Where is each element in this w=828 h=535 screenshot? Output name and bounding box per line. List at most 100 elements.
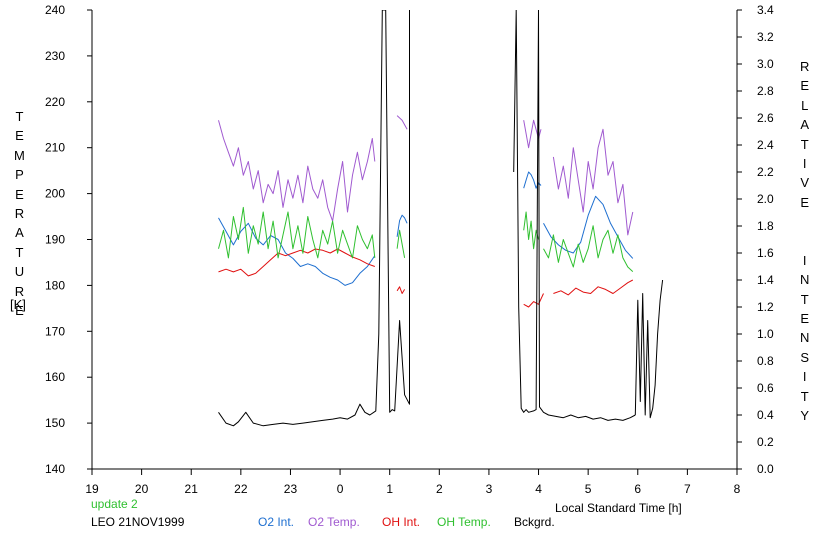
axis-label-letter: R: [800, 59, 810, 74]
axis-label-letter: S: [800, 349, 810, 365]
station-date: LEO 21NOV1999: [91, 515, 185, 529]
axis-label-letter: E: [15, 186, 24, 202]
x-tick-label: 6: [634, 482, 641, 496]
axis-label-letter: L: [801, 97, 809, 113]
left-tick-label: 210: [45, 141, 65, 155]
series-oh-int: [218, 248, 634, 308]
right-tick-label: 3.0: [757, 57, 774, 71]
series-line: [523, 171, 542, 189]
axis-label-letter: I: [802, 252, 807, 268]
axis-label-letter: Y: [800, 408, 810, 424]
axis-label-letter: U: [14, 264, 25, 280]
x-tick-label: 20: [135, 482, 149, 496]
axis-label-letter: E: [15, 302, 24, 318]
series-line: [523, 211, 539, 250]
series-line: [396, 115, 408, 130]
axis-label-letter: [803, 215, 807, 234]
axis-label-letter: E: [800, 311, 810, 327]
axis-label-letter: N: [800, 272, 810, 288]
right-tick-label: 3.2: [757, 30, 774, 44]
series-line: [218, 248, 375, 277]
series-line: [218, 217, 376, 286]
right-tick-label: 0.8: [757, 354, 774, 368]
series-line: [396, 214, 408, 237]
axis-label-letter: T: [800, 291, 809, 307]
left-tick-label: 140: [45, 462, 65, 476]
left-tick-label: 240: [45, 3, 65, 17]
axis-label-letter: R: [14, 283, 25, 299]
legend-oh-int: OH Int.: [382, 515, 421, 529]
x-tick-label: 4: [535, 482, 542, 496]
axis-label-letter: R: [14, 205, 25, 221]
axis-label-letter: E: [800, 194, 810, 210]
x-tick-label: 0: [337, 482, 344, 496]
axis-label-letter: P: [15, 167, 24, 183]
axis-label-letter: T: [15, 244, 24, 260]
right-tick-label: 1.6: [757, 246, 774, 260]
series-line: [523, 293, 544, 308]
right-tick-label: 1.4: [757, 273, 774, 287]
series-line: [218, 10, 410, 427]
x-axis-label: Local Standard Time [h]: [555, 501, 682, 515]
right-tick-label: 2.6: [757, 111, 774, 125]
left-tick-label: 190: [45, 233, 65, 247]
series-line: [396, 286, 406, 294]
axis-label-letter: T: [800, 136, 809, 152]
x-tick-label: 21: [185, 482, 199, 496]
axis-label-letter: A: [15, 225, 24, 241]
series-line: [218, 206, 376, 259]
series-line: [523, 119, 542, 149]
x-tick-label: 19: [85, 482, 99, 496]
axis-label-letter: I: [802, 369, 807, 385]
legend-o2-temp: O2 Temp.: [308, 515, 360, 529]
left-tick-label: 170: [45, 324, 65, 338]
right-tick-label: 1.8: [757, 219, 774, 233]
right-tick-label: 0.0: [757, 462, 774, 476]
legend-oh-temp: OH Temp.: [437, 515, 491, 529]
right-tick-label: 2.2: [757, 165, 774, 179]
right-tick-label: 3.4: [757, 3, 774, 17]
x-tick-label: 1: [386, 482, 393, 496]
left-tick-label: 160: [45, 370, 65, 384]
axis-label-letter: E: [15, 128, 24, 144]
axis-label-letter: V: [800, 175, 810, 191]
right-tick-label: 2.8: [757, 84, 774, 98]
axis-label-letter: I: [802, 155, 807, 171]
axis-label-letter: M: [14, 147, 25, 163]
left-tick-label: 150: [45, 416, 65, 430]
right-tick-label: 1.2: [757, 300, 774, 314]
x-tick-label: 2: [436, 482, 443, 496]
axes: 1401501601701801902002102202302400.00.20…: [45, 3, 774, 496]
legend-o2-int: O2 Int.: [258, 515, 295, 529]
x-tick-label: 5: [585, 482, 592, 496]
x-tick-label: 3: [486, 482, 493, 496]
right-tick-label: 0.4: [757, 408, 774, 422]
series-layer: [218, 10, 664, 427]
axis-label-letter: [803, 235, 807, 254]
series-line: [553, 279, 634, 296]
series-oh-temp: [218, 206, 634, 272]
series-line: [218, 120, 376, 222]
x-tick-label: 7: [684, 482, 691, 496]
right-tick-label: 0.6: [757, 381, 774, 395]
legend-bckgrd: Bckgrd.: [514, 515, 555, 529]
left-axis-unit: [K]: [10, 297, 26, 312]
series-line: [634, 279, 664, 419]
x-tick-label: 22: [234, 482, 248, 496]
update-note: update 2: [91, 497, 138, 511]
axis-label-letter: N: [800, 330, 810, 346]
series-line: [513, 10, 636, 421]
series-line: [552, 128, 634, 236]
right-tick-label: 2.4: [757, 138, 774, 152]
series-line: [396, 229, 406, 258]
axis-label-letter: E: [800, 78, 810, 94]
axis-label-letter: A: [800, 117, 810, 133]
x-tick-label: 23: [284, 482, 298, 496]
right-tick-label: 1.0: [757, 327, 774, 341]
right-tick-label: 0.2: [757, 435, 774, 449]
left-tick-label: 200: [45, 187, 65, 201]
left-tick-label: 230: [45, 49, 65, 63]
